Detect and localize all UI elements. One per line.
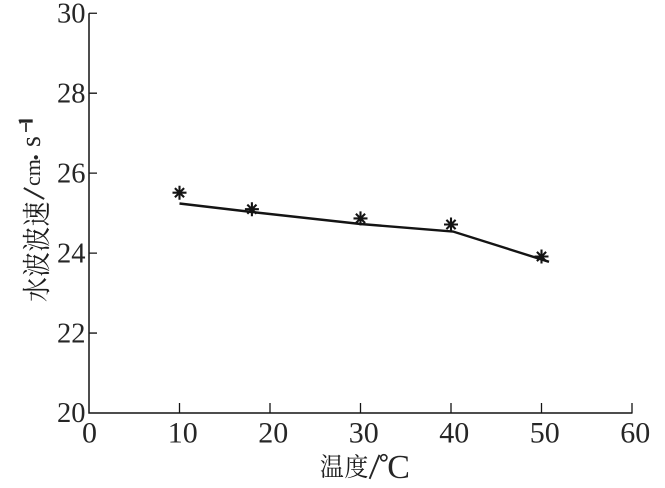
svg-text:cm: cm — [20, 159, 45, 186]
svg-text:0: 0 — [82, 417, 97, 450]
svg-text:22: 22 — [57, 318, 86, 349]
svg-text:24: 24 — [57, 238, 86, 269]
svg-text:C: C — [387, 449, 410, 483]
svg-text:20: 20 — [258, 417, 288, 450]
svg-text:10: 10 — [168, 417, 198, 450]
svg-text:s: s — [16, 136, 47, 147]
svg-text:30: 30 — [349, 417, 379, 450]
svg-text:20: 20 — [57, 398, 86, 429]
svg-text:50: 50 — [530, 417, 560, 450]
svg-text:26: 26 — [57, 158, 86, 189]
svg-text:40: 40 — [439, 417, 469, 450]
svg-text:60: 60 — [620, 417, 650, 450]
svg-text:28: 28 — [57, 78, 86, 109]
svg-text:30: 30 — [57, 0, 86, 29]
